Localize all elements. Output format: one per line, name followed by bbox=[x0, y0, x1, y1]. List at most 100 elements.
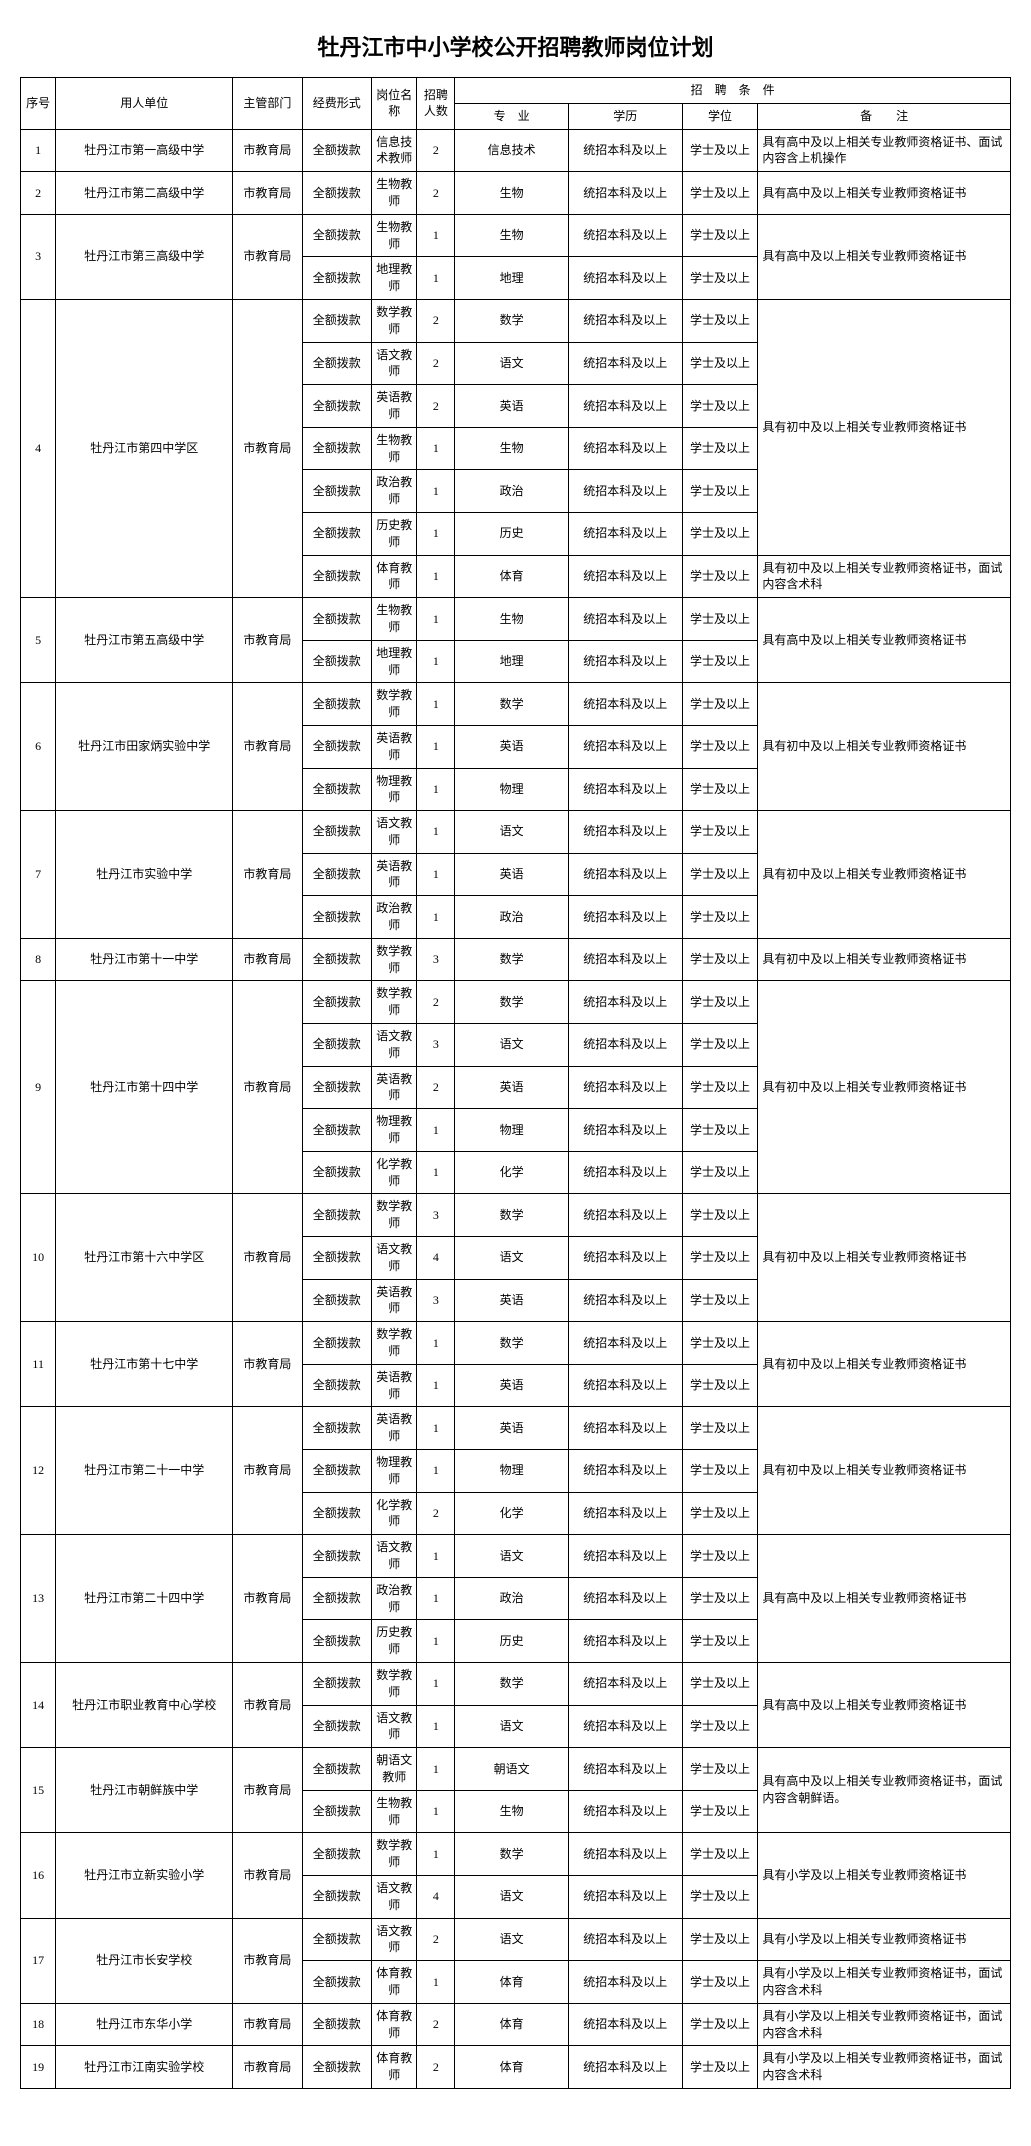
cell-seq: 12 bbox=[21, 1407, 56, 1535]
cell-seq: 10 bbox=[21, 1194, 56, 1322]
cell-major: 数学 bbox=[455, 981, 569, 1024]
cell-edu: 统招本科及以上 bbox=[568, 768, 682, 811]
cell-edu: 统招本科及以上 bbox=[568, 1151, 682, 1194]
cell-dept: 市教育局 bbox=[233, 2003, 302, 2046]
cell-pos: 政治教师 bbox=[372, 1577, 417, 1620]
cell-dept: 市教育局 bbox=[233, 299, 302, 597]
cell-edu: 统招本科及以上 bbox=[568, 1961, 682, 2004]
cell-pos: 数学教师 bbox=[372, 1662, 417, 1705]
table-row: 2牡丹江市第二高级中学市教育局全额拨款生物教师2生物统招本科及以上学士及以上具有… bbox=[21, 172, 1011, 215]
cell-major: 化学 bbox=[455, 1492, 569, 1535]
th-edu: 学历 bbox=[568, 103, 682, 129]
th-cond: 招 聘 条 件 bbox=[455, 78, 1011, 104]
cell-fund: 全额拨款 bbox=[302, 896, 371, 939]
cell-num: 1 bbox=[417, 1450, 455, 1493]
cell-major: 生物 bbox=[455, 172, 569, 215]
cell-pos: 英语教师 bbox=[372, 725, 417, 768]
cell-pos: 英语教师 bbox=[372, 1066, 417, 1109]
cell-fund: 全额拨款 bbox=[302, 427, 371, 470]
cell-num: 1 bbox=[417, 214, 455, 257]
th-unit: 用人单位 bbox=[56, 78, 233, 130]
cell-major: 英语 bbox=[455, 725, 569, 768]
cell-pos: 英语教师 bbox=[372, 1407, 417, 1450]
cell-pos: 物理教师 bbox=[372, 1450, 417, 1493]
cell-deg: 学士及以上 bbox=[682, 1535, 758, 1578]
cell-note: 具有初中及以上相关专业教师资格证书 bbox=[758, 683, 1011, 811]
cell-pos: 生物教师 bbox=[372, 598, 417, 641]
cell-edu: 统招本科及以上 bbox=[568, 1407, 682, 1450]
cell-seq: 19 bbox=[21, 2046, 56, 2089]
cell-pos: 化学教师 bbox=[372, 1151, 417, 1194]
cell-num: 2 bbox=[417, 385, 455, 428]
cell-num: 2 bbox=[417, 299, 455, 342]
cell-pos: 历史教师 bbox=[372, 512, 417, 555]
cell-major: 语文 bbox=[455, 1237, 569, 1280]
cell-deg: 学士及以上 bbox=[682, 768, 758, 811]
table-row: 13牡丹江市第二十四中学市教育局全额拨款语文教师1语文统招本科及以上学士及以上具… bbox=[21, 1535, 1011, 1578]
cell-pos: 语文教师 bbox=[372, 1875, 417, 1918]
cell-pos: 政治教师 bbox=[372, 896, 417, 939]
cell-pos: 体育教师 bbox=[372, 2046, 417, 2089]
cell-num: 4 bbox=[417, 1237, 455, 1280]
cell-num: 2 bbox=[417, 129, 455, 172]
cell-note: 具有初中及以上相关专业教师资格证书 bbox=[758, 299, 1011, 555]
cell-edu: 统招本科及以上 bbox=[568, 1237, 682, 1280]
cell-edu: 统招本科及以上 bbox=[568, 725, 682, 768]
cell-num: 1 bbox=[417, 1407, 455, 1450]
cell-major: 体育 bbox=[455, 555, 569, 598]
cell-major: 体育 bbox=[455, 1961, 569, 2004]
cell-num: 1 bbox=[417, 640, 455, 683]
cell-pos: 政治教师 bbox=[372, 470, 417, 513]
cell-dept: 市教育局 bbox=[233, 129, 302, 172]
cell-deg: 学士及以上 bbox=[682, 299, 758, 342]
cell-deg: 学士及以上 bbox=[682, 1961, 758, 2004]
cell-num: 1 bbox=[417, 598, 455, 641]
cell-pos: 朝语文教师 bbox=[372, 1748, 417, 1791]
cell-note: 具有初中及以上相关专业教师资格证书 bbox=[758, 1407, 1011, 1535]
cell-num: 3 bbox=[417, 1024, 455, 1067]
cell-note: 具有小学及以上相关专业教师资格证书 bbox=[758, 1918, 1011, 1961]
cell-pos: 数学教师 bbox=[372, 683, 417, 726]
cell-unit: 牡丹江市第十一中学 bbox=[56, 938, 233, 981]
cell-deg: 学士及以上 bbox=[682, 1918, 758, 1961]
cell-major: 朝语文 bbox=[455, 1748, 569, 1791]
cell-seq: 11 bbox=[21, 1322, 56, 1407]
cell-major: 英语 bbox=[455, 853, 569, 896]
cell-fund: 全额拨款 bbox=[302, 1450, 371, 1493]
cell-pos: 生物教师 bbox=[372, 1790, 417, 1833]
cell-dept: 市教育局 bbox=[233, 2046, 302, 2089]
cell-seq: 1 bbox=[21, 129, 56, 172]
cell-num: 2 bbox=[417, 172, 455, 215]
cell-note: 具有小学及以上相关专业教师资格证书，面试内容含术科 bbox=[758, 1961, 1011, 2004]
cell-pos: 体育教师 bbox=[372, 1961, 417, 2004]
cell-unit: 牡丹江市第二十四中学 bbox=[56, 1535, 233, 1663]
cell-major: 数学 bbox=[455, 938, 569, 981]
table-row: 14牡丹江市职业教育中心学校市教育局全额拨款数学教师1数学统招本科及以上学士及以… bbox=[21, 1662, 1011, 1705]
cell-fund: 全额拨款 bbox=[302, 555, 371, 598]
cell-unit: 牡丹江市实验中学 bbox=[56, 811, 233, 939]
cell-note: 具有初中及以上相关专业教师资格证书 bbox=[758, 938, 1011, 981]
cell-fund: 全额拨款 bbox=[302, 172, 371, 215]
cell-edu: 统招本科及以上 bbox=[568, 1194, 682, 1237]
cell-unit: 牡丹江市第十七中学 bbox=[56, 1322, 233, 1407]
cell-fund: 全额拨款 bbox=[302, 768, 371, 811]
cell-dept: 市教育局 bbox=[233, 981, 302, 1194]
cell-fund: 全额拨款 bbox=[302, 342, 371, 385]
cell-deg: 学士及以上 bbox=[682, 2003, 758, 2046]
cell-seq: 5 bbox=[21, 598, 56, 683]
cell-seq: 2 bbox=[21, 172, 56, 215]
cell-deg: 学士及以上 bbox=[682, 427, 758, 470]
cell-deg: 学士及以上 bbox=[682, 1151, 758, 1194]
cell-major: 语文 bbox=[455, 811, 569, 854]
cell-major: 物理 bbox=[455, 1450, 569, 1493]
cell-num: 1 bbox=[417, 896, 455, 939]
cell-num: 2 bbox=[417, 2003, 455, 2046]
cell-fund: 全额拨款 bbox=[302, 1705, 371, 1748]
cell-major: 地理 bbox=[455, 257, 569, 300]
cell-edu: 统招本科及以上 bbox=[568, 257, 682, 300]
cell-dept: 市教育局 bbox=[233, 938, 302, 981]
th-dept: 主管部门 bbox=[233, 78, 302, 130]
cell-edu: 统招本科及以上 bbox=[568, 1875, 682, 1918]
cell-fund: 全额拨款 bbox=[302, 1620, 371, 1663]
cell-deg: 学士及以上 bbox=[682, 896, 758, 939]
